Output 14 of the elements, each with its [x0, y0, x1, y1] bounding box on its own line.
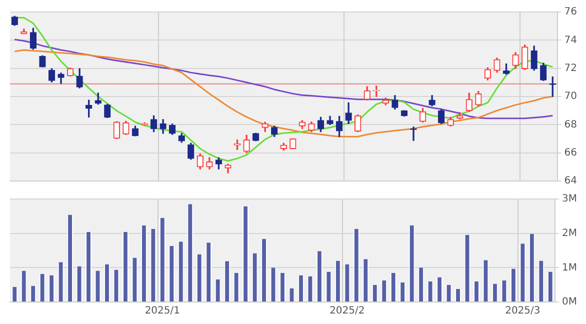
x-tick-label: 2025/2 [330, 306, 365, 317]
y-tick-label: 64 [564, 176, 578, 187]
y-tick-label: 0M [562, 296, 578, 308]
y-tick-label: 66 [564, 147, 578, 158]
y-tick-label: 68 [564, 119, 578, 130]
x-tick-label: 2025/1 [144, 306, 180, 317]
y-tick-label: 3M [562, 194, 578, 205]
y-tick-label: 70 [564, 91, 578, 102]
y-tick-label: 74 [564, 34, 578, 46]
y-tick-label: 1M [562, 262, 578, 274]
x-tick-label: 2025/3 [505, 306, 540, 317]
y-tick-label: 2M [562, 228, 578, 239]
y-tick-label: 76 [564, 6, 578, 18]
y-tick-label: 72 [564, 62, 578, 74]
